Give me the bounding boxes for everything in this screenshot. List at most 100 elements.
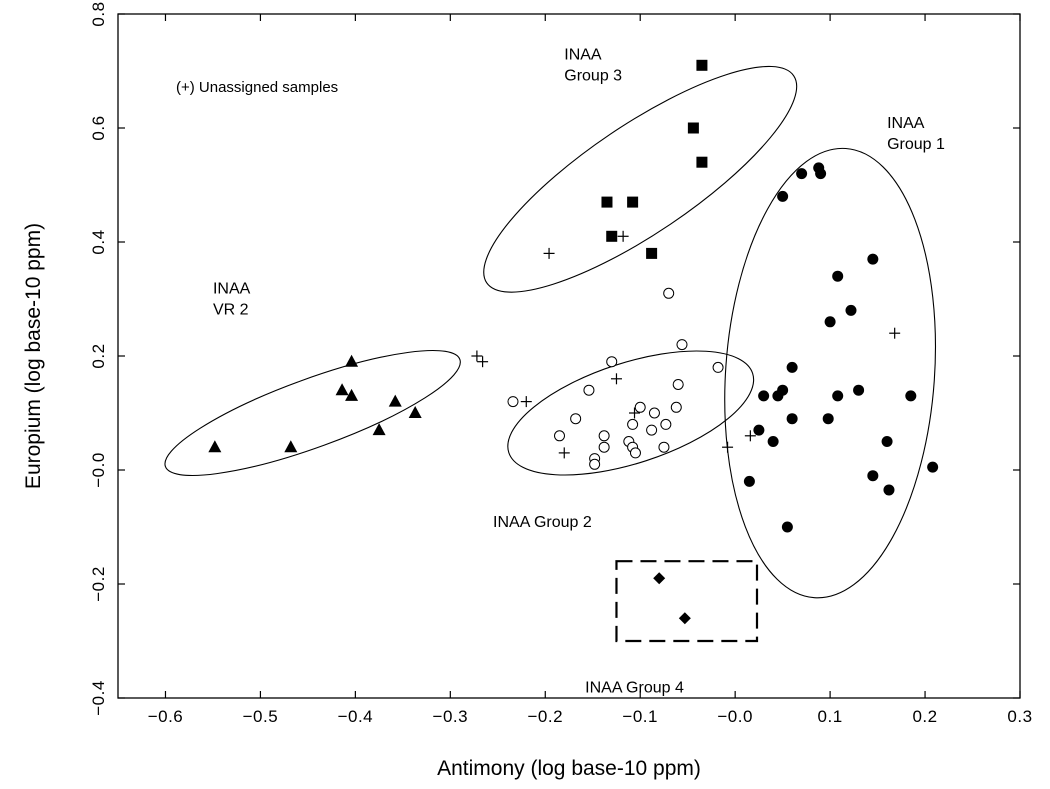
group-outlines xyxy=(164,65,937,643)
group-2-point xyxy=(660,418,672,430)
group-2-point xyxy=(634,401,646,413)
plot-border xyxy=(117,13,1021,699)
group-1-point xyxy=(777,190,789,202)
vr2-point xyxy=(345,388,359,401)
y-tick-label: 0.6 xyxy=(89,115,108,140)
unassigned-point xyxy=(520,396,532,408)
group-1-point xyxy=(796,168,808,180)
group-4-dashed-box xyxy=(615,560,759,643)
group-2-point xyxy=(606,356,618,368)
group-4-point xyxy=(653,572,666,585)
group-label-line: Group 1 xyxy=(887,136,945,153)
y-tick-label: 0.2 xyxy=(89,343,108,368)
data-points xyxy=(208,59,939,625)
x-tick-label: 0.2 xyxy=(912,707,937,726)
group-2-point xyxy=(670,401,682,413)
group-1-point xyxy=(824,316,836,328)
group-2-point xyxy=(712,361,724,373)
group-label: INAA Group 3 xyxy=(564,47,622,85)
group-2-point xyxy=(589,458,601,470)
unassigned-point xyxy=(722,441,734,453)
group-2-point xyxy=(627,418,639,430)
group-label: INAA Group 2 xyxy=(493,514,592,531)
group-1-point xyxy=(786,413,798,425)
unassigned-point xyxy=(610,373,622,385)
group-1-point xyxy=(832,390,844,402)
group-2-point xyxy=(598,430,610,442)
x-tick-label: −0.0 xyxy=(717,707,753,726)
group-1-point xyxy=(832,270,844,282)
group-3-point xyxy=(687,122,699,134)
group-1-point xyxy=(753,424,765,436)
group-4-point xyxy=(678,612,691,625)
unassigned-point xyxy=(471,350,483,362)
y-tick-label: 0.4 xyxy=(89,229,108,254)
vr2-point xyxy=(388,394,402,407)
group-3-point xyxy=(606,230,618,242)
group-1-point xyxy=(743,475,755,487)
vr2-point xyxy=(408,406,422,418)
group-2-point xyxy=(676,339,688,351)
chart-text: Antimony (log base-10 ppm) Europium (log… xyxy=(22,47,945,780)
group-2-point xyxy=(629,447,641,459)
group-3-point xyxy=(696,156,708,168)
vr2-point xyxy=(372,423,386,436)
group-label: INAA Group 4 xyxy=(585,679,684,696)
group-2-point xyxy=(646,424,658,436)
group-label-line: VR 2 xyxy=(213,301,249,318)
y-axis-title: Europium (log base-10 ppm) xyxy=(22,223,45,489)
x-axis-title: Antimony (log base-10 ppm) xyxy=(437,757,701,780)
group-2-point xyxy=(570,413,582,425)
group-2-point xyxy=(554,430,566,442)
unassigned-point xyxy=(889,327,901,339)
group-1-point xyxy=(758,390,770,402)
y-tick-label: −0.4 xyxy=(89,680,108,716)
vr2-point xyxy=(345,354,359,367)
vr2-point xyxy=(208,440,222,453)
group-1-point xyxy=(867,470,879,482)
group-1-point xyxy=(822,413,834,425)
group-2-point xyxy=(663,287,675,299)
x-tick-label: 0.1 xyxy=(818,707,843,726)
group-3-point xyxy=(696,59,708,71)
group-1-point xyxy=(867,253,879,265)
vr2-point xyxy=(335,383,349,396)
group-2-point xyxy=(507,396,519,408)
group-1-point xyxy=(905,390,917,402)
group-label-line: INAA xyxy=(213,280,251,297)
group-1-point xyxy=(845,304,857,316)
group-2-point xyxy=(648,407,660,419)
group-3-point xyxy=(601,196,613,208)
unassigned-point xyxy=(477,356,489,368)
ellipse-inaa-group-3 xyxy=(483,65,798,293)
x-tick-label: −0.2 xyxy=(527,707,563,726)
unassigned-point xyxy=(558,447,570,459)
group-2-point xyxy=(583,384,595,396)
group-label: INAA Group 1 xyxy=(887,115,945,153)
group-label-line: INAA xyxy=(887,115,925,132)
group-label-line: Group 3 xyxy=(564,68,622,85)
group-1-point xyxy=(927,461,939,473)
x-tick-label: −0.1 xyxy=(622,707,658,726)
vr2-point xyxy=(284,440,298,453)
plot-area xyxy=(117,13,1021,699)
group-2-point xyxy=(672,379,684,390)
group-label: INAA VR 2 xyxy=(213,280,251,318)
group-label-line: INAA Group 2 xyxy=(493,514,592,531)
unassigned-point xyxy=(629,407,641,419)
group-1-point xyxy=(881,436,893,447)
group-1-point xyxy=(883,484,895,496)
group-1-point xyxy=(786,361,798,373)
y-tick-label: −0.0 xyxy=(89,452,108,488)
y-tick-label: 0.8 xyxy=(89,1,108,26)
ellipse-inaa-vr-2 xyxy=(164,349,461,477)
group-2-point xyxy=(658,441,670,453)
y-tick-label: −0.2 xyxy=(89,566,108,602)
x-tick-label: −0.6 xyxy=(148,707,184,726)
group-1-point xyxy=(781,521,793,533)
unassigned-point xyxy=(617,230,629,242)
unassigned-point xyxy=(543,247,555,259)
unassigned-point xyxy=(744,430,756,442)
